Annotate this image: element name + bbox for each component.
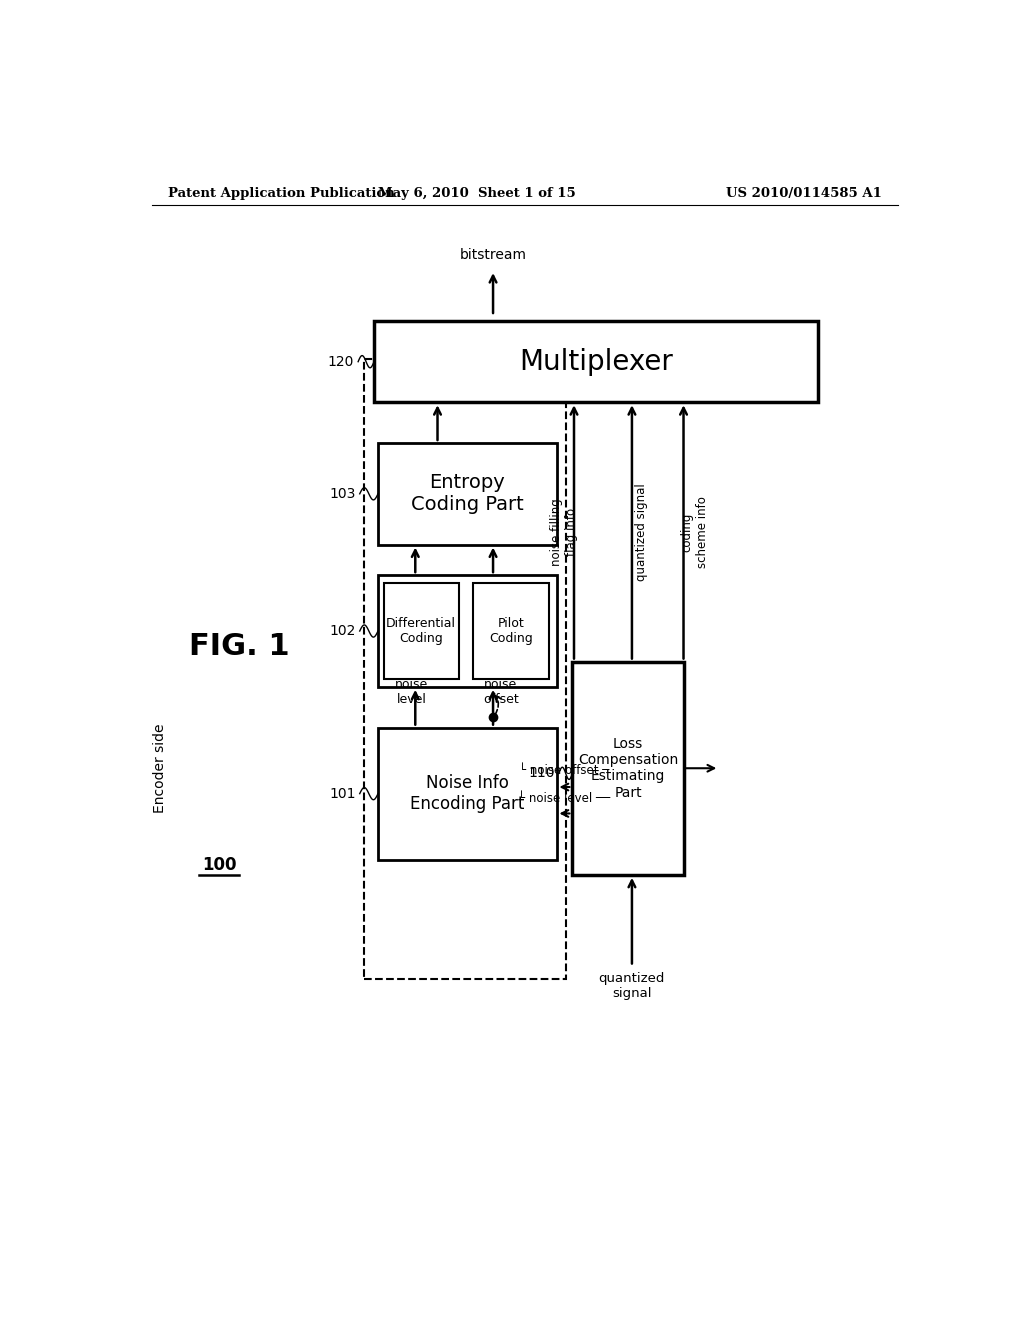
Text: FIG. 1: FIG. 1 xyxy=(188,632,290,661)
Text: noise filling
flag info: noise filling flag info xyxy=(551,498,579,566)
Text: US 2010/0114585 A1: US 2010/0114585 A1 xyxy=(726,187,882,201)
Bar xyxy=(378,444,557,545)
Text: Entropy
Coding Part: Entropy Coding Part xyxy=(411,474,523,515)
Bar xyxy=(572,661,684,875)
Text: Noise Info
Encoding Part: Noise Info Encoding Part xyxy=(410,775,524,813)
Text: quantized
signal: quantized signal xyxy=(599,972,666,999)
Bar xyxy=(384,583,459,678)
Text: 100: 100 xyxy=(202,855,237,874)
Text: 101: 101 xyxy=(330,787,355,801)
Text: Patent Application Publication: Patent Application Publication xyxy=(168,187,394,201)
Text: quantized signal: quantized signal xyxy=(635,483,648,581)
Text: Loss
Compensation
Estimating
Part: Loss Compensation Estimating Part xyxy=(578,737,678,800)
Text: Encoder side: Encoder side xyxy=(153,723,167,813)
Text: 102: 102 xyxy=(330,624,355,638)
Text: 110: 110 xyxy=(528,767,555,780)
Text: noise
offset: noise offset xyxy=(483,678,519,706)
Bar xyxy=(378,576,557,686)
Text: noise
level: noise level xyxy=(394,678,428,706)
Text: Differential
Coding: Differential Coding xyxy=(386,616,457,645)
Text: bitstream: bitstream xyxy=(460,248,526,263)
Text: └ noise level ──: └ noise level ── xyxy=(518,792,610,805)
Bar xyxy=(473,583,549,678)
Bar xyxy=(378,727,557,859)
Text: May 6, 2010  Sheet 1 of 15: May 6, 2010 Sheet 1 of 15 xyxy=(378,187,577,201)
Bar xyxy=(364,359,566,978)
Text: 120: 120 xyxy=(328,355,354,368)
Text: └ noise offset ─: └ noise offset ─ xyxy=(519,764,609,777)
Text: 103: 103 xyxy=(330,487,355,500)
Text: Pilot
Coding: Pilot Coding xyxy=(489,616,532,645)
Bar xyxy=(374,321,818,403)
Text: coding
scheme info: coding scheme info xyxy=(681,496,709,568)
Text: Multiplexer: Multiplexer xyxy=(519,347,673,376)
